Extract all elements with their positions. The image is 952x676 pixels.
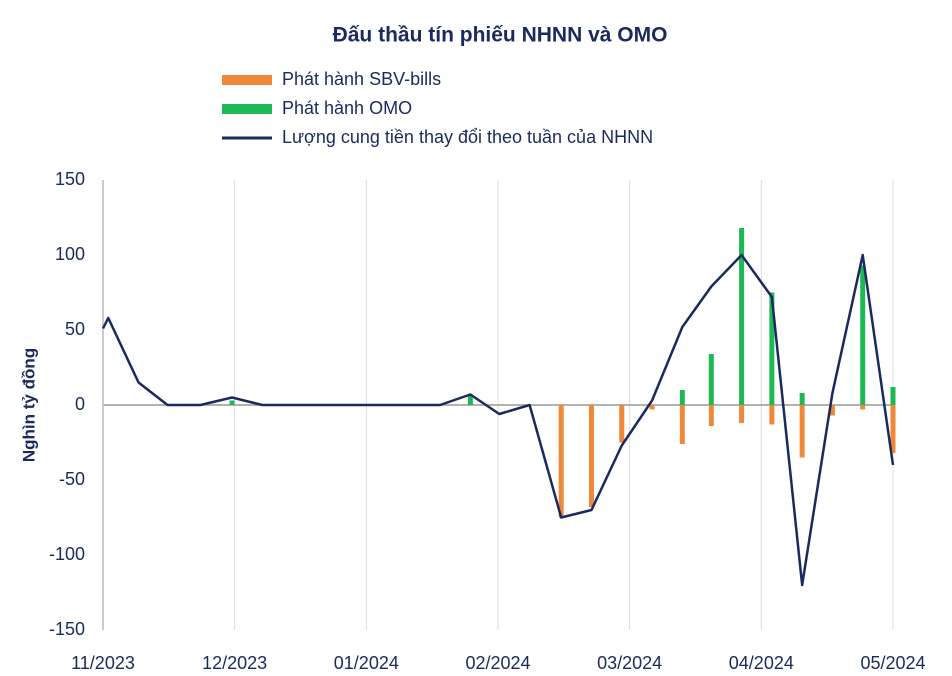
bar [467, 394, 473, 405]
bar [619, 405, 625, 443]
x-tick-label: 12/2023 [202, 653, 267, 673]
y-tick-label: 100 [55, 244, 85, 264]
bar [860, 405, 866, 410]
x-tick-label: 05/2024 [860, 653, 925, 673]
bar [799, 405, 805, 458]
bar [708, 405, 714, 426]
bar [769, 405, 775, 425]
bar [890, 405, 896, 453]
bar [799, 393, 805, 405]
bar [739, 228, 745, 405]
bar [679, 390, 685, 405]
x-tick-label: 02/2024 [465, 653, 530, 673]
bar [769, 292, 775, 405]
chart-title: Đấu thầu tín phiếu NHNN và OMO [333, 24, 668, 47]
legend-label: Phát hành OMO [282, 98, 412, 118]
y-tick-label: -50 [59, 469, 85, 489]
bar [558, 405, 564, 518]
bar [739, 405, 745, 423]
y-axis-label: Nghìn tỷ đồng [19, 348, 38, 462]
bar [829, 405, 835, 416]
x-tick-label: 01/2024 [334, 653, 399, 673]
legend-label: Lượng cung tiền thay đổi theo tuần của N… [282, 127, 653, 147]
y-tick-label: -100 [49, 544, 85, 564]
x-tick-label: 11/2023 [71, 653, 135, 673]
bar [229, 400, 235, 405]
x-tick-label: 03/2024 [597, 653, 662, 673]
bar [890, 387, 896, 405]
bar [588, 405, 594, 507]
y-tick-label: 150 [55, 169, 85, 189]
bar [860, 265, 866, 405]
bar [649, 405, 655, 410]
legend-swatch [222, 75, 272, 85]
y-tick-label: -150 [49, 619, 85, 639]
bar [708, 354, 714, 405]
bar [679, 405, 685, 444]
legend-label: Phát hành SBV-bills [282, 69, 441, 89]
line [101, 253, 895, 587]
x-tick-label: 04/2024 [729, 653, 794, 673]
y-tick-label: 0 [75, 394, 85, 414]
y-tick-label: 50 [65, 319, 85, 339]
legend-swatch [222, 104, 272, 114]
